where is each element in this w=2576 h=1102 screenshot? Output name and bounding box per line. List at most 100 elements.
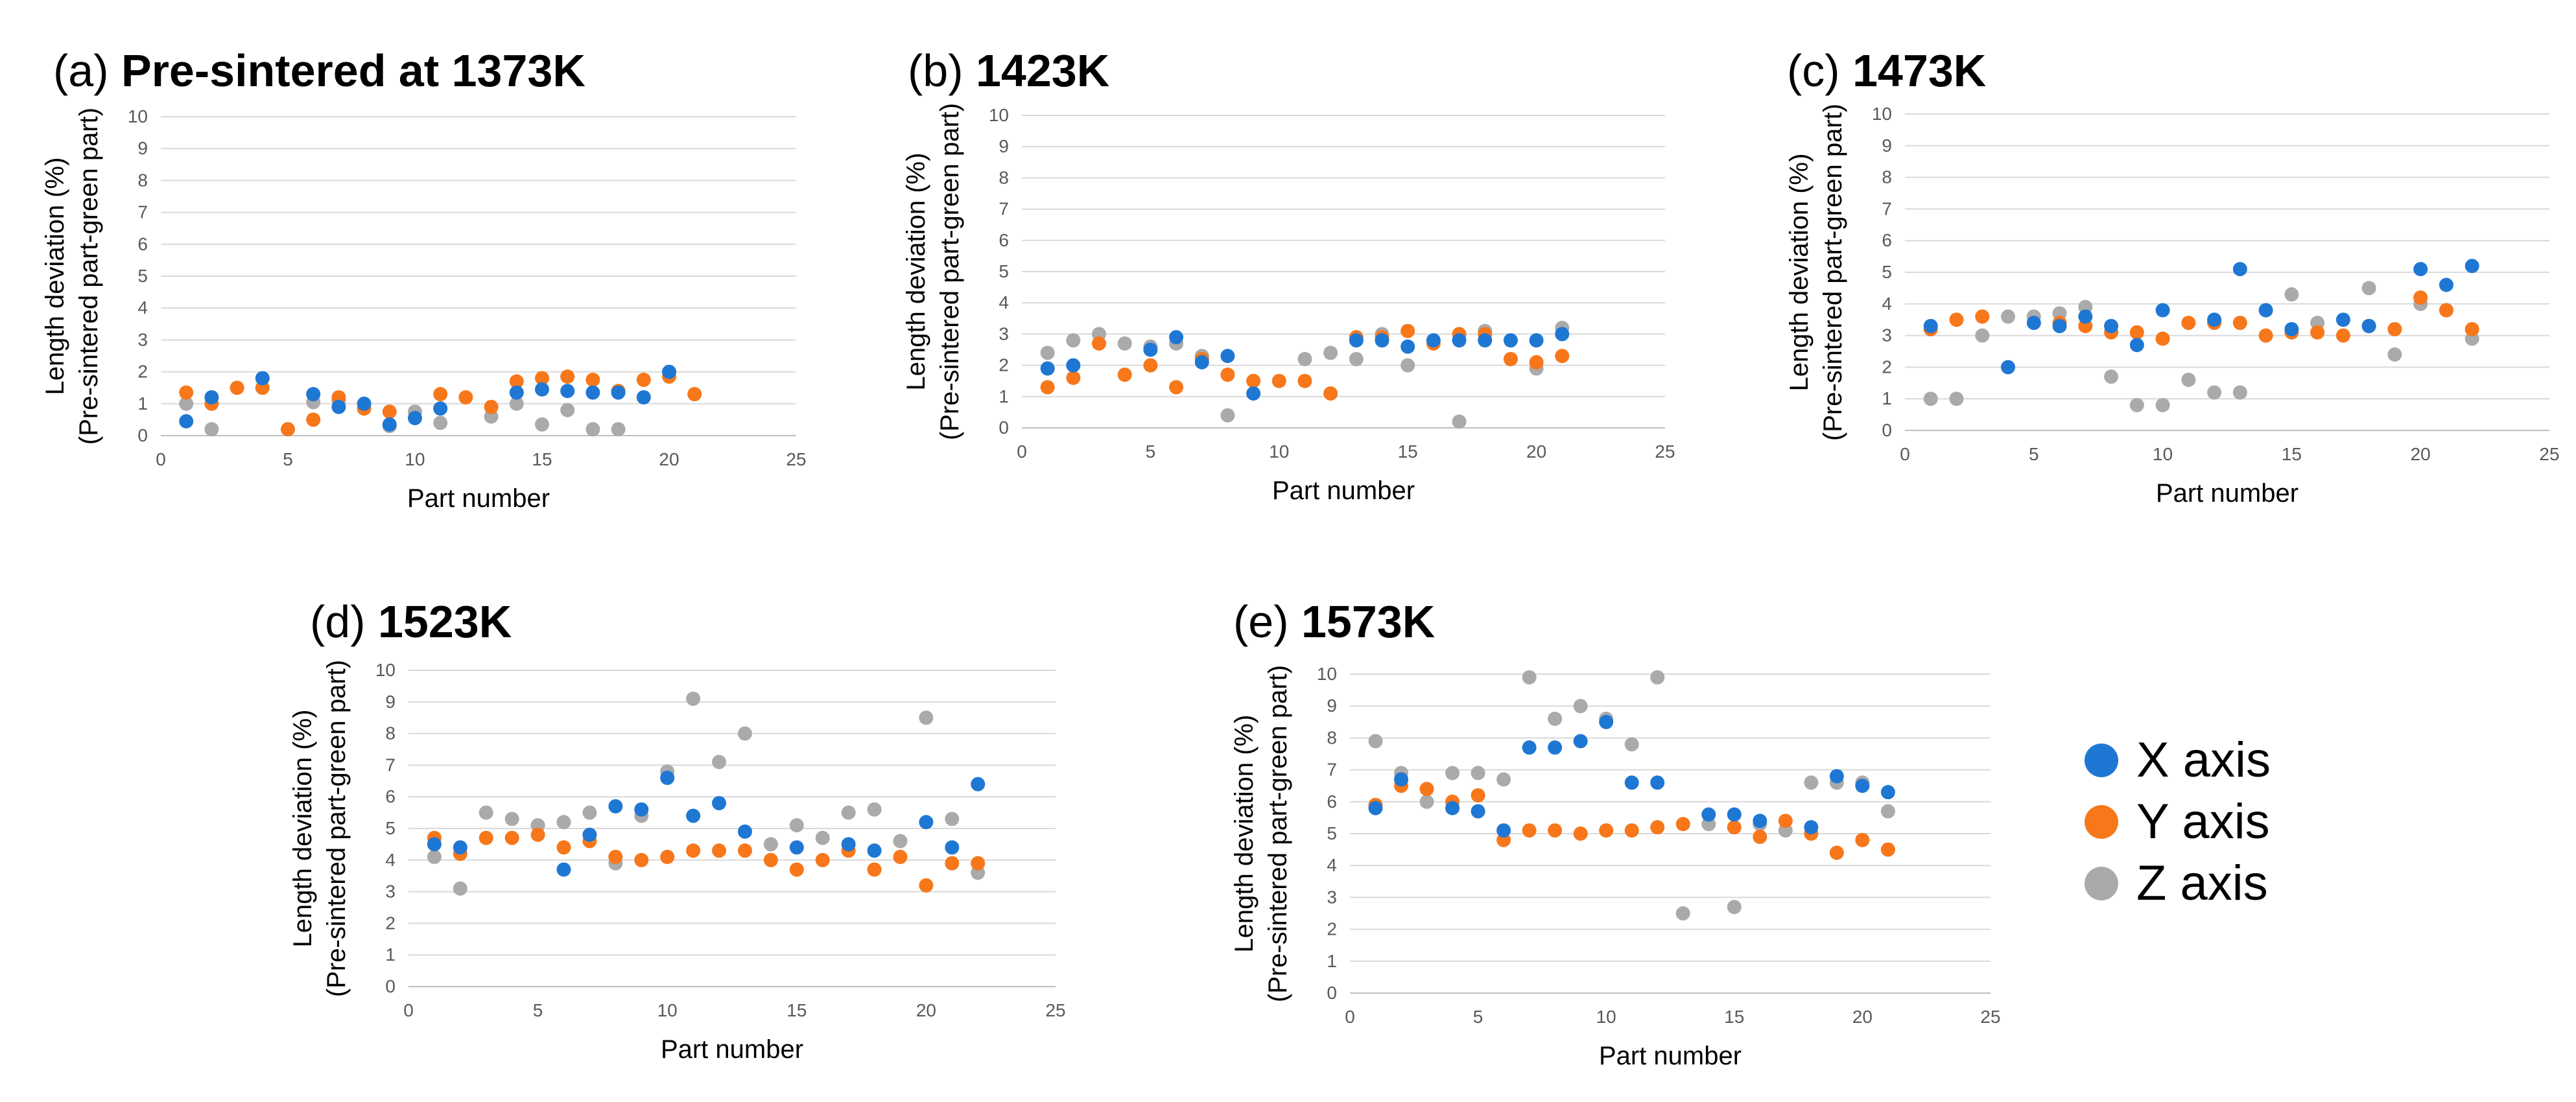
y-tick-label: 4 xyxy=(1882,294,1892,314)
point-y-axis xyxy=(2310,325,2325,340)
point-z-axis xyxy=(1923,392,1938,406)
y-tick-label: 7 xyxy=(998,199,1009,219)
y-tick-label: 2 xyxy=(1882,357,1892,377)
point-y-axis xyxy=(509,374,524,389)
point-z-axis xyxy=(1804,775,1819,790)
panel-title: (b) 1423K xyxy=(908,45,1109,96)
point-y-axis xyxy=(479,830,493,845)
point-y-axis xyxy=(1778,814,1793,828)
y-tick-label: 2 xyxy=(137,362,148,382)
y-tick-label: 8 xyxy=(998,167,1009,187)
point-x-axis xyxy=(1753,814,1767,828)
point-y-axis xyxy=(1471,788,1485,803)
point-x-axis xyxy=(1220,349,1235,364)
y-tick-label: 4 xyxy=(385,850,396,870)
x-tick-label: 25 xyxy=(2539,444,2559,464)
point-x-axis xyxy=(2155,303,2170,318)
panel-temperature: 1473K xyxy=(1852,45,1986,96)
x-tick-label: 5 xyxy=(1146,441,1156,462)
point-z-axis xyxy=(2284,287,2299,302)
y-tick-label: 10 xyxy=(375,660,396,680)
point-z-axis xyxy=(1727,900,1742,915)
x-tick-label: 25 xyxy=(1045,1000,1065,1020)
point-x-axis xyxy=(1194,355,1209,369)
point-z-axis xyxy=(1675,906,1690,920)
point-z-axis xyxy=(427,849,442,864)
point-x-axis xyxy=(1829,769,1844,784)
y-axis-label-sub: (Pre-sintered part-green part) xyxy=(936,103,964,440)
point-x-axis xyxy=(1522,740,1537,755)
point-z-axis xyxy=(712,755,727,769)
x-tick-label: 10 xyxy=(1269,441,1289,462)
point-z-axis xyxy=(789,818,804,833)
x-tick-label: 25 xyxy=(786,449,806,469)
point-x-axis xyxy=(357,396,372,411)
point-y-axis xyxy=(179,385,194,400)
x-tick-label: 0 xyxy=(403,1000,414,1020)
point-y-axis xyxy=(1220,368,1235,382)
y-tick-label: 1 xyxy=(1882,388,1892,408)
y-tick-label: 10 xyxy=(128,106,148,126)
point-z-axis xyxy=(2001,309,2016,324)
point-y-axis xyxy=(1400,323,1415,338)
point-x-axis xyxy=(971,777,986,791)
point-x-axis xyxy=(2361,318,2376,333)
y-tick-label: 5 xyxy=(1327,823,1337,843)
panel-title: (c) 1473K xyxy=(1787,45,1986,96)
point-x-axis xyxy=(2129,338,2144,353)
point-x-axis xyxy=(2104,318,2119,333)
point-z-axis xyxy=(1573,699,1588,714)
y-axis-label: Length deviation (%) xyxy=(1230,715,1258,953)
point-z-axis xyxy=(1548,711,1563,726)
point-x-axis xyxy=(427,837,442,852)
y-tick-label: 5 xyxy=(137,266,148,286)
point-x-axis xyxy=(1066,358,1081,373)
point-z-axis xyxy=(1496,772,1511,787)
y-tick-label: 3 xyxy=(998,323,1009,344)
point-x-axis xyxy=(255,371,270,386)
point-z-axis xyxy=(2361,281,2376,296)
panel-label: (e) xyxy=(1233,596,1301,647)
point-z-axis xyxy=(919,710,934,725)
y-tick-label: 7 xyxy=(137,202,148,222)
point-y-axis xyxy=(1829,845,1844,860)
point-y-axis xyxy=(560,369,575,384)
panel-label: (b) xyxy=(908,45,976,96)
panel-temperature: 1423K xyxy=(976,45,1109,96)
y-tick-label: 0 xyxy=(998,417,1009,438)
x-tick-label: 10 xyxy=(657,1000,678,1020)
point-x-axis xyxy=(382,417,397,432)
x-tick-label: 20 xyxy=(916,1000,936,1020)
point-z-axis xyxy=(504,812,519,826)
point-z-axis xyxy=(2207,385,2222,400)
point-x-axis xyxy=(585,385,600,400)
y-axis-label-sub: (Pre-sintered part-green part) xyxy=(75,108,103,445)
point-x-axis xyxy=(2464,259,2479,274)
point-y-axis xyxy=(1555,349,1570,364)
y-tick-label: 9 xyxy=(1882,135,1892,156)
point-z-axis xyxy=(1445,766,1460,780)
point-x-axis xyxy=(611,385,626,400)
point-x-axis xyxy=(331,399,346,414)
legend-label-y: Y axis xyxy=(2136,794,2270,849)
point-z-axis xyxy=(1323,346,1338,360)
y-tick-label: 9 xyxy=(385,692,396,712)
panel-label: (c) xyxy=(1787,45,1852,96)
point-y-axis xyxy=(1624,823,1639,838)
point-y-axis xyxy=(1949,312,1964,327)
x-tick-label: 0 xyxy=(1345,1007,1355,1027)
point-z-axis xyxy=(686,691,701,706)
point-x-axis xyxy=(408,410,422,425)
point-y-axis xyxy=(1529,355,1544,369)
point-x-axis xyxy=(662,364,676,379)
point-y-axis xyxy=(1975,309,1990,324)
y-tick-label: 3 xyxy=(1327,887,1337,907)
point-z-axis xyxy=(453,881,467,896)
point-z-axis xyxy=(867,802,882,817)
y-tick-label: 4 xyxy=(998,292,1009,312)
point-y-axis xyxy=(1548,823,1563,838)
point-x-axis xyxy=(433,401,448,416)
point-y-axis xyxy=(789,862,804,877)
point-y-axis xyxy=(1503,351,1518,366)
panel-b: (b) 1423K 0 1 2 3 4 5 6 7 8 9 10 0 5 10 15 20 25 Part numb… xyxy=(902,45,1675,505)
